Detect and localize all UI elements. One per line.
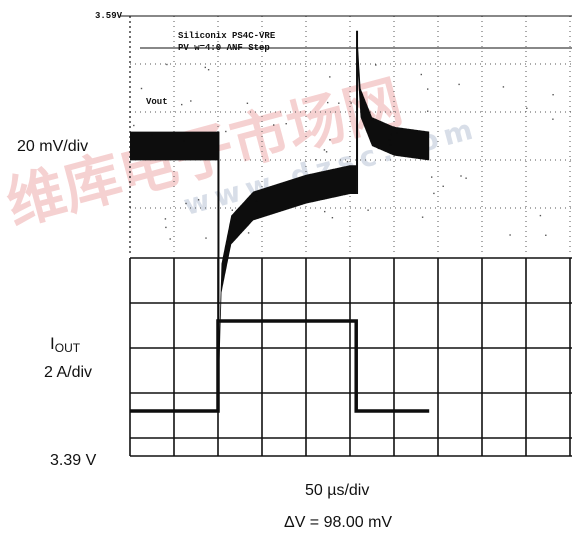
noise-dot [346,160,349,163]
noise-dot [433,192,435,195]
noise-dot [367,209,369,211]
noise-dot [249,198,251,200]
noise-dot [165,226,167,229]
noise-dot [552,94,554,96]
noise-dot [235,219,237,221]
vout-scale-label: 20 mV/div [17,138,89,155]
noise-dot [552,118,554,120]
scope-header-line1: Siliconix PS4C-VRE [178,31,276,41]
noise-dot [427,88,429,90]
noise-dot [133,124,135,127]
noise-dot [331,217,334,219]
noise-dot [255,200,258,202]
reference-level-label: 3.39 V [50,452,97,469]
noise-dot [371,119,374,121]
iout-step-line [130,319,430,413]
noise-dot [350,102,352,104]
noise-dot [197,199,200,201]
iout-label-main: I [50,334,55,353]
noise-dot [183,140,185,142]
noise-dot [431,176,433,178]
noise-dot [204,66,206,69]
noise-dot [338,102,340,104]
noise-dot [151,134,153,136]
noise-dot [225,130,227,133]
noise-dot [166,63,168,66]
noise-dot [377,147,380,150]
noise-dot [140,87,143,90]
noise-dot [460,175,462,177]
noise-dot [427,110,429,112]
noise-dot [458,83,460,86]
noise-dot [465,177,467,179]
noise-dot [329,139,331,141]
noise-dot [421,216,424,218]
noise-dot [164,218,167,220]
noise-dot [396,132,398,134]
noise-dot [205,237,207,239]
iout-grid [129,257,572,457]
delta-v-label: ΔV = 98.00 mV [284,514,393,531]
noise-dot [420,73,422,76]
scope-vout-tag: Vout [146,97,168,107]
noise-dot [388,139,391,141]
noise-dot [327,101,329,104]
noise-dots [133,63,554,240]
noise-dot [185,202,187,205]
noise-dot [181,103,183,106]
noise-dot [324,210,326,213]
noise-dot [375,64,377,66]
noise-dot [539,214,542,217]
iout-trace [130,319,430,413]
noise-dot [231,209,233,211]
noise-dot [273,124,275,126]
noise-dot [389,144,392,146]
iout-scale-label: 2 A/div [44,364,93,381]
noise-dot [207,69,210,71]
noise-dot [390,133,392,136]
noise-dot [502,86,505,88]
noise-dot [526,107,528,109]
noise-dot [285,123,287,125]
noise-dot [169,238,171,240]
noise-dot [545,234,547,236]
time-scale-label: 50 µs/div [305,482,370,499]
noise-dot [323,149,326,151]
noise-dot [509,234,511,236]
noise-dot [247,232,250,234]
vout-grid [120,15,572,256]
scope-header-line2: PV w=4:0 ANF Step [178,43,270,53]
vout-ripple-band [130,30,430,396]
vout-trace [130,30,430,396]
noise-dot [190,100,192,102]
noise-dot [325,151,328,153]
noise-dot [329,76,331,78]
noise-dot [246,102,249,104]
noise-dot [442,185,444,187]
noise-dot [315,159,317,161]
iout-label-sub: OUT [54,341,81,355]
scope-top-level: 3.59V [95,11,123,21]
iout-label: IOUT [50,334,80,355]
